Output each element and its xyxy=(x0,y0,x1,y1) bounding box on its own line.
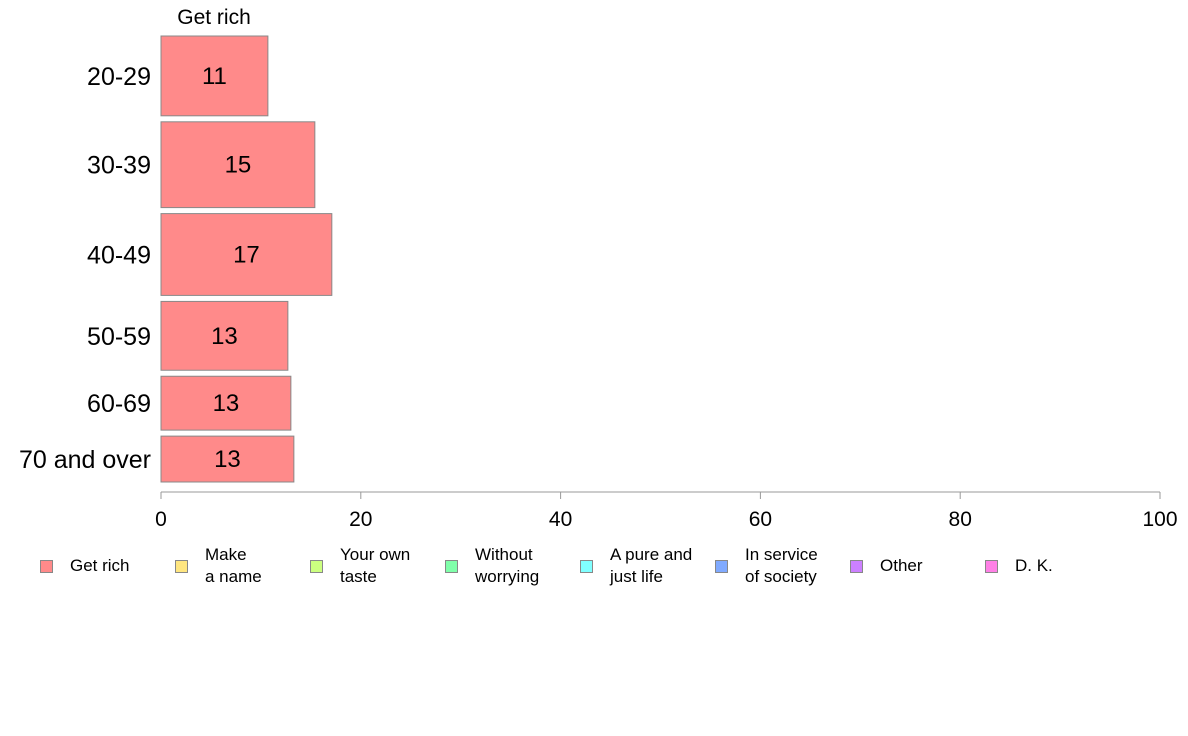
legend-item: Get rich xyxy=(40,542,130,590)
legend-label: Your own taste xyxy=(340,545,411,586)
legend-label: Get rich xyxy=(70,556,130,575)
legend-swatch xyxy=(445,559,458,573)
legend-label: A pure and just life xyxy=(610,545,693,586)
x-tick-label: 40 xyxy=(549,508,572,531)
category-label: 20-29 xyxy=(87,63,151,91)
legend-label: Other xyxy=(880,556,923,575)
bar-20-29 xyxy=(160,35,269,117)
legend-swatch xyxy=(175,559,188,573)
legend-item: In service of society xyxy=(715,542,818,590)
bars-group: 11 15 17 13 13 13 xyxy=(160,35,333,483)
category-label: 40-49 xyxy=(87,242,151,270)
legend-swatch xyxy=(40,559,53,573)
x-tick-label: 100 xyxy=(1142,508,1177,531)
bar-value-label: 13 xyxy=(211,323,238,350)
bar-30-39 xyxy=(160,121,316,209)
legend-swatch xyxy=(715,559,728,573)
x-tick-label: 0 xyxy=(155,508,167,531)
legend-label: Make a name xyxy=(205,545,262,586)
bar-50-59 xyxy=(160,300,289,371)
bar-60-69 xyxy=(160,375,292,431)
category-label: 60-69 xyxy=(87,390,151,418)
x-tick-label: 80 xyxy=(949,508,972,531)
legend-swatch xyxy=(850,559,863,573)
legend-swatch xyxy=(580,559,593,573)
legend-label: Without worrying xyxy=(475,545,540,586)
x-axis: 0 20 40 60 80 100 xyxy=(155,491,1178,531)
legend-label: D. K. xyxy=(1015,556,1053,575)
bar-40-49 xyxy=(160,213,333,296)
legend: Get rich Make a name Your own taste Without… xyxy=(40,542,1160,592)
legend-item: A pure and just life xyxy=(580,542,692,590)
legend-item: Other xyxy=(850,542,923,590)
bar-value-label: 13 xyxy=(214,446,241,473)
bar-value-label: 15 xyxy=(225,152,252,179)
category-label: 70 and over xyxy=(19,446,151,474)
bar-value-label: 17 xyxy=(233,242,260,269)
panel-title: Get rich xyxy=(177,6,251,29)
bar-70-and-over xyxy=(160,435,295,483)
legend-swatch xyxy=(985,559,998,573)
legend-item: D. K. xyxy=(985,542,1053,590)
x-tick-label: 60 xyxy=(749,508,772,531)
legend-label: In service of society xyxy=(745,545,818,586)
category-label: 50-59 xyxy=(87,323,151,351)
bar-value-label: 11 xyxy=(202,63,227,90)
category-label: 30-39 xyxy=(87,152,151,180)
legend-swatch xyxy=(310,559,323,573)
x-tick-label: 20 xyxy=(349,508,372,531)
legend-item: Without worrying xyxy=(445,542,539,590)
legend-item: Your own taste xyxy=(310,542,410,590)
legend-item: Make a name xyxy=(175,542,262,590)
bar-value-label: 13 xyxy=(213,390,240,417)
category-labels: 20-29 30-39 40-49 50-59 60-69 70 and over xyxy=(19,63,151,474)
